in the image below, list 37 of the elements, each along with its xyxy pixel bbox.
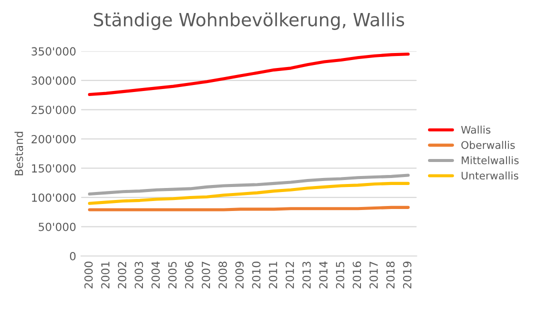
x-tick-label: 2008 bbox=[218, 262, 227, 288]
chart-title: Ständige Wohnbevölkerung, Wallis bbox=[94, 12, 404, 30]
x-tick-label: 2002 bbox=[118, 262, 126, 288]
y-tick-label: 50'000 bbox=[38, 222, 76, 232]
legend-label: Unterwallis bbox=[462, 171, 518, 180]
y-tick-label: 250'000 bbox=[32, 106, 76, 114]
x-tick-label: 2003 bbox=[134, 262, 144, 288]
x-tick-label: 2001 bbox=[101, 262, 110, 288]
x-tick-label: 2011 bbox=[268, 262, 278, 288]
y-tick-label: 350'000 bbox=[32, 47, 76, 56]
x-tick-label: 2009 bbox=[235, 262, 244, 288]
legend-label: Mittelwallis bbox=[462, 156, 519, 164]
x-tick-label: 2006 bbox=[184, 262, 194, 288]
line-series bbox=[88, 174, 410, 196]
y-tick-label: 0 bbox=[70, 252, 76, 260]
legend-label: Oberwallis bbox=[461, 140, 515, 149]
x-tick-label: 2007 bbox=[202, 262, 210, 288]
x-tick-label: 2005 bbox=[168, 262, 177, 288]
x-tick-label: 2000 bbox=[84, 262, 93, 288]
x-tick-label: 2013 bbox=[302, 262, 311, 288]
y-tick-label: 100'000 bbox=[32, 193, 76, 202]
legend-label: Wallis bbox=[461, 126, 490, 134]
y-axis-title: Bestand bbox=[14, 132, 24, 176]
x-tick-label: 2018 bbox=[386, 262, 395, 288]
x-tick-label: 2016 bbox=[352, 262, 362, 288]
y-tick-label: 150'000 bbox=[32, 164, 76, 173]
x-tick-label: 2014 bbox=[319, 261, 328, 288]
x-tick-label: 2019 bbox=[403, 262, 412, 288]
x-tick-label: 2017 bbox=[369, 262, 378, 288]
x-tick-label: 2010 bbox=[252, 262, 260, 288]
y-tick-label: 300'000 bbox=[32, 76, 76, 85]
y-tick-label: 200'000 bbox=[32, 134, 76, 144]
x-tick-label: 2004 bbox=[151, 261, 160, 288]
x-tick-label: 2012 bbox=[286, 262, 294, 288]
x-tick-label: 2015 bbox=[336, 262, 344, 288]
line-series bbox=[88, 52, 410, 96]
line-series bbox=[88, 182, 410, 205]
